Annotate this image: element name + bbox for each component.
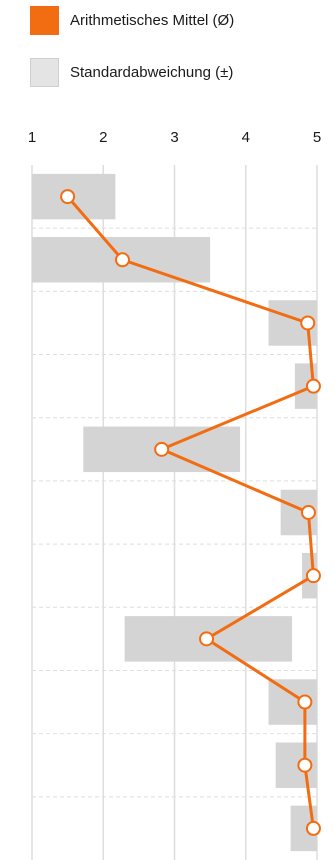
mean-point bbox=[300, 505, 316, 520]
mean-point bbox=[60, 189, 76, 205]
legend-item-sd: Standardabweichung (±) bbox=[30, 58, 320, 90]
mean-point bbox=[305, 568, 321, 584]
legend-swatch-sd bbox=[30, 58, 59, 87]
mean-point bbox=[297, 694, 313, 710]
mean-point bbox=[300, 315, 316, 331]
x-tick-label: 4 bbox=[242, 129, 250, 146]
mean-point bbox=[114, 252, 130, 268]
x-tick-label: 3 bbox=[170, 129, 178, 146]
x-tick-label: 1 bbox=[28, 129, 36, 146]
x-tick-label: 5 bbox=[313, 129, 321, 146]
legend-label-sd: Standardabweichung (±) bbox=[70, 64, 234, 81]
legend-item-mean: Arithmetisches Mittel (Ø) bbox=[30, 6, 320, 38]
mean-point bbox=[297, 757, 313, 773]
legend-swatch-mean bbox=[30, 6, 59, 35]
x-tick-label: 2 bbox=[99, 129, 107, 146]
mean-point bbox=[305, 820, 321, 836]
legend-label-mean: Arithmetisches Mittel (Ø) bbox=[70, 12, 235, 29]
mean-point bbox=[154, 441, 170, 457]
mean-point bbox=[305, 378, 321, 394]
mean-point bbox=[199, 631, 215, 647]
